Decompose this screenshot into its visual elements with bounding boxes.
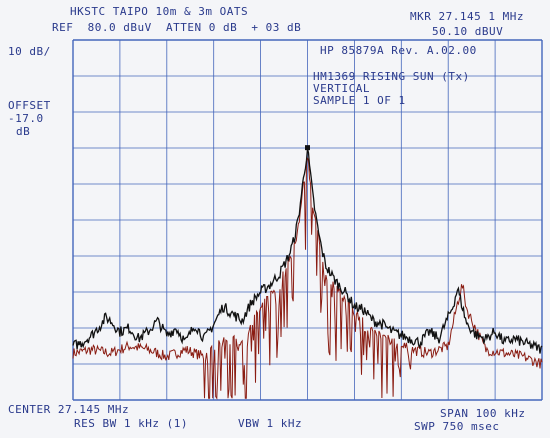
marker-point — [305, 145, 310, 151]
instrument-model: HP 85879A Rev. A.02.00 — [320, 44, 477, 57]
plot-title: HKSTC TAIPO 10m & 3m OATS — [70, 5, 249, 18]
marker-amplitude: 50.10 dBUV — [432, 25, 504, 38]
sample-count: SAMPLE 1 OF 1 — [313, 94, 406, 107]
polarization: VERTICAL — [313, 82, 370, 95]
trace-sample — [72, 157, 543, 400]
center-frequency: CENTER 27.145 MHz — [8, 403, 130, 416]
traces — [72, 145, 543, 400]
marker-frequency: MKR 27.145 1 MHz — [410, 10, 524, 23]
reference-level: REF 80.0 dBuV ATTEN 0 dB + 03 dB — [52, 21, 302, 34]
scale-per-division: 10 dB/ — [8, 45, 51, 58]
offset-unit: dB — [16, 125, 31, 138]
offset-value: -17.0 — [8, 112, 44, 125]
graticule — [72, 39, 543, 401]
device-under-test: HM1369 RISING SUN (Tx) — [313, 70, 470, 83]
video-bandwidth: VBW 1 kHz — [238, 417, 303, 430]
offset-label: OFFSET — [8, 99, 51, 112]
frequency-span: SPAN 100 kHz — [440, 407, 526, 420]
sweep-time: SWP 750 msec — [414, 420, 500, 433]
resolution-bandwidth: RES BW 1 kHz (1) — [74, 417, 188, 430]
